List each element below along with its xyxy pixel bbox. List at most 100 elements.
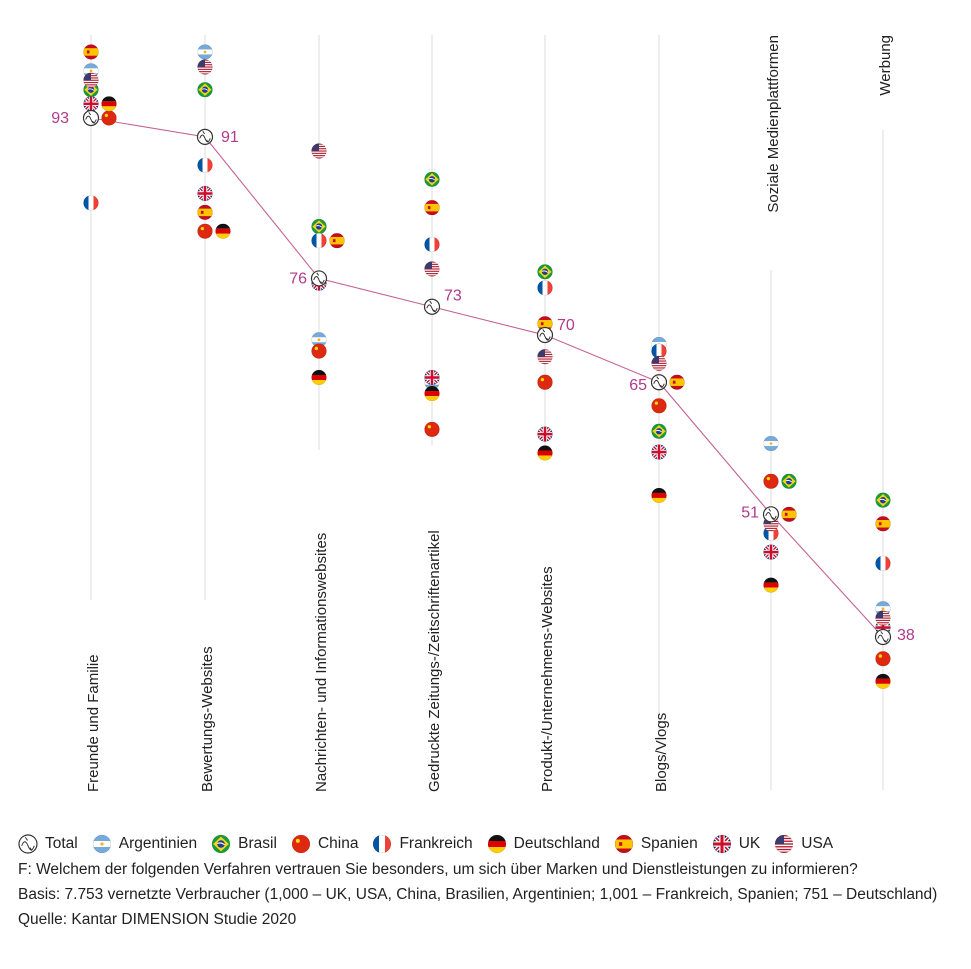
legend-label: Total [45,835,78,852]
total-value-label: 65 [629,377,647,394]
legend-item-es: Spanien [614,834,698,854]
marker-cn [875,651,891,667]
marker-us [83,72,99,88]
marker-cn [763,473,779,489]
marker-total [423,298,441,315]
marker-cn [197,223,213,239]
marker-fr [537,280,553,296]
marker-us [424,261,440,277]
legend-item-total: Total [18,834,78,854]
marker-us [537,349,553,365]
total-value-label: 73 [444,288,462,305]
marker-cn [424,421,440,438]
ar-flag-icon [92,834,111,854]
marker-fr [311,233,327,249]
marker-us [311,143,327,159]
question-note: F: Welchem der folgenden Verfahren vertr… [18,861,858,878]
marker-es [875,516,891,532]
marker-uk [197,185,213,202]
marker-es [424,200,440,216]
total-value-label: 38 [897,627,915,644]
category-label: Freunde und Familie [85,654,102,792]
marker-ar [197,44,213,60]
marker-total [310,270,328,287]
marker-us [875,610,891,626]
legend-item-fr: Frankreich [372,834,473,854]
category-label: Blogs/Vlogs [653,713,670,792]
notes: F: Welchem der folgenden Verfahren vertr… [18,860,958,935]
marker-uk [651,444,667,460]
marker-total [650,374,668,391]
legend-item-cn: China [291,834,359,854]
total-line [90,117,884,638]
legend-label: Deutschland [513,835,600,852]
category-label: Nachrichten- und Informationswebsites [313,533,330,792]
marker-br [537,264,553,280]
category-label: Produkt-/Unternehmens-Websites [539,566,556,792]
legend-item-us: USA [774,834,833,854]
marker-de [101,96,117,112]
marker-br [875,492,891,508]
marker-br [424,171,440,187]
legend-label: China [317,835,359,852]
marker-total [82,109,100,127]
marker-de [311,369,327,386]
marker-fr [197,157,213,173]
marker-total [762,506,780,523]
total-value-label: 93 [51,110,69,127]
marker-ar [763,435,779,452]
total-value-label: 76 [289,270,307,287]
marker-de [763,577,779,593]
marker-es [197,204,213,220]
marker-es [781,506,797,522]
marker-de [215,223,231,239]
marker-de [651,487,667,504]
marker-cn [311,343,327,359]
source-note: Quelle: Kantar DIMENSION Studie 2020 [18,911,297,928]
legend-item-br: Brasil [211,834,277,854]
cn-flag-icon [291,834,311,854]
marker-us [197,59,213,75]
legend: Total Argentinien Brasil China Frankreich Deu… [18,832,847,856]
marker-br [311,218,327,235]
marker-fr [424,236,440,253]
marker-es [329,233,345,249]
category-label: Soziale Medienplattformen [765,35,782,213]
marker-br [651,423,667,439]
marker-uk [424,369,440,386]
us-flag-icon [775,834,794,854]
marker-us [651,355,667,371]
marker-uk [83,96,99,112]
legend-label: Brasil [238,835,277,852]
marker-de [875,673,891,689]
uk-flag-icon [712,834,731,854]
legend-label: USA [801,835,834,852]
category-label: Werbung [877,35,894,96]
marker-fr [875,555,891,571]
total-value-label: 70 [557,317,575,334]
marker-total [874,628,892,646]
es-flag-icon [614,834,633,854]
legend-item-de: Deutschland [487,834,600,854]
marker-fr [83,195,99,211]
marker-cn [101,110,117,126]
total-value-label: 51 [741,504,759,521]
category-label: Bewertungs-Websites [199,646,216,792]
legend-label: UK [738,835,761,852]
marker-br [781,473,797,489]
marker-ar [311,332,327,348]
legend-label: Argentinien [118,835,198,852]
legend-item-uk: UK [712,834,761,854]
marker-br [197,82,213,98]
fr-flag-icon [373,834,392,854]
marker-uk [537,426,553,442]
marker-cn [651,398,667,414]
br-flag-icon [212,834,231,854]
marker-cn [537,374,553,390]
legend-label: Frankreich [399,835,473,852]
marker-uk [763,544,779,560]
marker-es [669,374,685,390]
category-label: Gedruckte Zeitungs-/Zeitschriftenartikel [426,530,443,792]
total-value-label: 91 [221,129,239,146]
legend-label: Spanien [640,835,698,852]
